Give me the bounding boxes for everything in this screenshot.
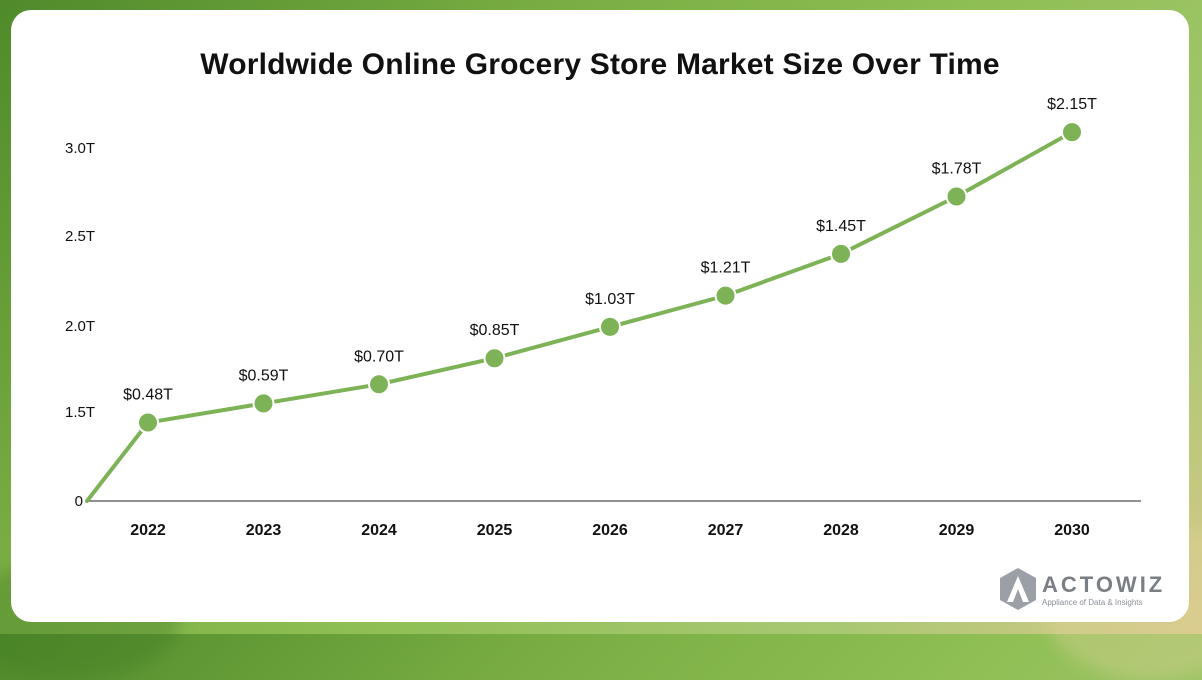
data-label: $1.45T	[816, 218, 866, 235]
x-tick-label: 2026	[592, 522, 628, 539]
data-point	[252, 392, 275, 415]
data-label: $1.78T	[932, 161, 982, 178]
y-tick-label: 0	[75, 493, 83, 510]
data-point	[137, 411, 159, 434]
brand-tagline: Appliance of Data & Insights	[1042, 598, 1143, 607]
x-tick-label: 2029	[939, 522, 975, 539]
chart-card: Worldwide Online Grocery Store Market Si…	[11, 10, 1189, 622]
x-tick-label: 2028	[823, 522, 859, 539]
series-line	[85, 130, 1074, 503]
x-tick-label: 2024	[361, 522, 397, 539]
data-label: $1.21T	[701, 260, 751, 277]
actowiz-logo-icon	[1000, 568, 1036, 610]
y-tick-label: 1.5T	[65, 404, 95, 421]
data-point	[1061, 121, 1083, 144]
chart-title: Worldwide Online Grocery Store Market Si…	[200, 48, 1000, 81]
y-tick-label: 2.0T	[65, 318, 95, 335]
data-point	[483, 347, 506, 370]
line-chart: 0 1.5T 2.0T 2.5T 3.0T 2022 2023 2024 2025 2026 202…	[65, 96, 1141, 539]
data-label: $0.85T	[470, 322, 520, 339]
x-tick-label: 2023	[246, 522, 282, 539]
data-label: $0.70T	[354, 348, 404, 365]
data-point	[945, 185, 968, 208]
data-point	[368, 373, 390, 396]
data-label: $0.48T	[123, 387, 173, 404]
brand-logo: ACTOWIZ Appliance of Data & Insights	[998, 566, 1178, 614]
x-tick-label: 2022	[130, 522, 166, 539]
data-label: $1.03T	[585, 291, 635, 308]
data-label: $0.59T	[239, 367, 289, 384]
x-tick-label: 2025	[477, 522, 513, 539]
data-point	[830, 242, 852, 265]
data-point	[714, 284, 737, 307]
x-tick-label: 2030	[1054, 522, 1090, 539]
data-label: $2.15T	[1047, 96, 1097, 113]
x-tick-label: 2027	[708, 522, 744, 539]
y-tick-label: 2.5T	[65, 228, 95, 245]
data-point	[599, 315, 621, 338]
y-tick-label: 3.0T	[65, 140, 95, 157]
brand-name: ACTOWIZ	[1042, 572, 1166, 597]
